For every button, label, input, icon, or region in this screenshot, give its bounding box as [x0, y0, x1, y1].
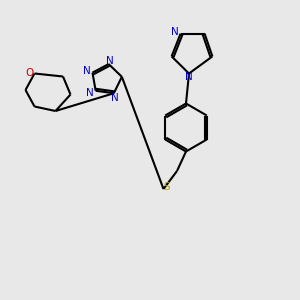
Text: N: N: [83, 66, 91, 76]
Text: N: N: [111, 93, 119, 103]
Text: N: N: [106, 56, 114, 66]
Text: O: O: [25, 68, 33, 79]
Text: N: N: [171, 27, 179, 37]
Text: S: S: [164, 182, 170, 193]
Text: N: N: [86, 88, 94, 98]
Text: N: N: [184, 72, 192, 82]
